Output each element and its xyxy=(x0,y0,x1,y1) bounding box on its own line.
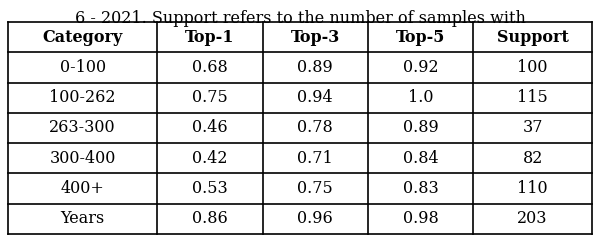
Text: Category: Category xyxy=(43,29,123,46)
Text: 0-100: 0-100 xyxy=(59,59,106,76)
Text: 1.0: 1.0 xyxy=(408,89,433,106)
Text: Top-1: Top-1 xyxy=(185,29,235,46)
Text: 115: 115 xyxy=(517,89,548,106)
Text: 82: 82 xyxy=(523,150,543,167)
Text: 300-400: 300-400 xyxy=(50,150,116,167)
Text: 0.86: 0.86 xyxy=(192,210,228,227)
Text: 263-300: 263-300 xyxy=(49,119,116,136)
Text: 0.89: 0.89 xyxy=(298,59,333,76)
Text: 0.96: 0.96 xyxy=(298,210,333,227)
Text: 0.78: 0.78 xyxy=(298,119,333,136)
Text: 0.71: 0.71 xyxy=(298,150,333,167)
Text: 0.89: 0.89 xyxy=(403,119,439,136)
Text: Support: Support xyxy=(497,29,569,46)
Text: 400+: 400+ xyxy=(61,180,104,197)
Text: Top-5: Top-5 xyxy=(396,29,445,46)
Text: 203: 203 xyxy=(517,210,548,227)
Text: 0.53: 0.53 xyxy=(192,180,228,197)
Text: 0.94: 0.94 xyxy=(298,89,333,106)
Text: 0.84: 0.84 xyxy=(403,150,439,167)
Text: 0.98: 0.98 xyxy=(403,210,439,227)
Text: 100: 100 xyxy=(517,59,548,76)
Text: 6 - 2021. Support refers to the number of samples with: 6 - 2021. Support refers to the number o… xyxy=(74,10,526,27)
Text: 0.75: 0.75 xyxy=(192,89,228,106)
Text: Top-3: Top-3 xyxy=(290,29,340,46)
Text: 100-262: 100-262 xyxy=(49,89,116,106)
Text: 0.92: 0.92 xyxy=(403,59,439,76)
Text: 0.46: 0.46 xyxy=(192,119,228,136)
Text: 0.83: 0.83 xyxy=(403,180,439,197)
Text: 110: 110 xyxy=(517,180,548,197)
Text: 0.75: 0.75 xyxy=(298,180,333,197)
Text: 0.68: 0.68 xyxy=(192,59,228,76)
Text: 37: 37 xyxy=(523,119,543,136)
Text: Years: Years xyxy=(61,210,105,227)
Text: 0.42: 0.42 xyxy=(192,150,228,167)
